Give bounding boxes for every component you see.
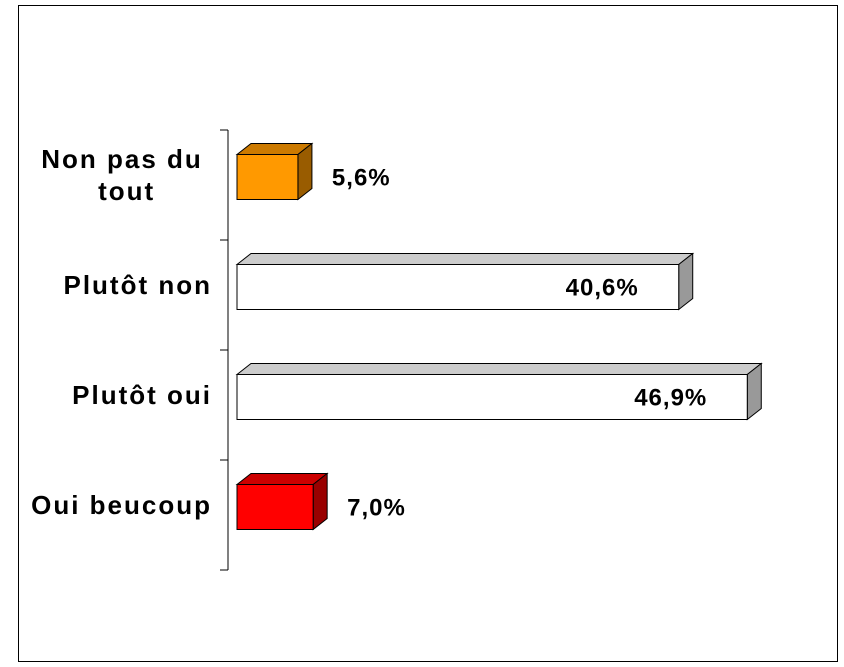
category-label: Non pas du tout <box>41 144 212 206</box>
bar <box>236 374 748 420</box>
category-label-line: Non pas du <box>41 144 212 174</box>
category-label: Plutôt non <box>63 270 212 300</box>
bar <box>236 264 680 310</box>
bar-top <box>235 253 695 265</box>
value-label: 5,6% <box>332 164 391 191</box>
bar <box>236 154 299 200</box>
bar-top <box>235 363 763 375</box>
value-label: 46,9% <box>634 384 707 411</box>
category-label: Oui beucoup <box>31 490 212 520</box>
value-label: 40,6% <box>566 274 639 301</box>
category-label-line: tout <box>98 176 155 206</box>
category-label: Plutôt oui <box>72 380 212 410</box>
bar <box>236 484 314 530</box>
value-label: 7,0% <box>347 494 406 521</box>
bar-top <box>235 473 329 485</box>
chart-frame <box>18 5 838 662</box>
